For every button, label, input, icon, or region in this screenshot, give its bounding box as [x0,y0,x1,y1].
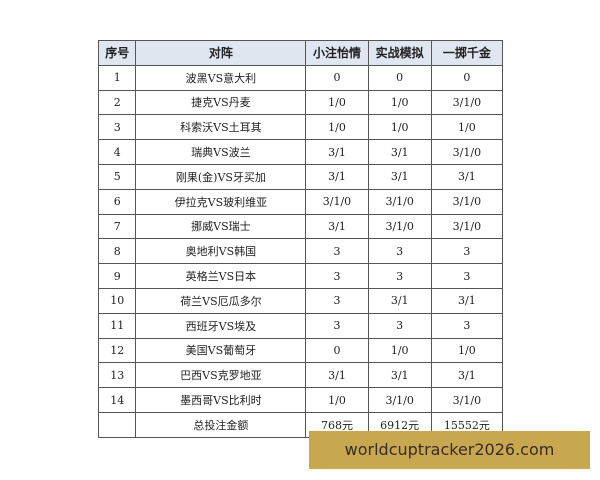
table-cell: 8 [97,238,137,265]
table-row: 13 巴西VS克罗地亚 3/1 3/1 3/1 [97,362,504,389]
table-cell: 3 [367,238,432,265]
table-cell: 3/1/0 [367,188,432,215]
table-cell: 3/1/0 [430,188,504,215]
table-cell: 3/1 [430,287,504,314]
table-cell: 波黑VS意大利 [135,64,307,91]
table-cell: 3 [305,263,369,289]
total-label: 总投注金额 [135,411,307,438]
table-cell: 伊拉克VS玻利维亚 [135,188,307,215]
table-cell: 3 [430,238,504,265]
table-cell: 1/0 [430,114,504,141]
table-cell: 0 [305,337,369,364]
table-cell: 2 [97,89,137,116]
table-cell: 英格兰VS日本 [135,263,307,289]
table-cell: 4 [97,139,137,165]
table-cell: 1/0 [305,387,369,413]
header-big: 一掷千金 [430,40,504,66]
table-cell: 1/0 [430,337,504,364]
table-cell: 3/1/0 [430,213,504,240]
table-cell: 3 [430,312,504,339]
table-cell: 美国VS葡萄牙 [135,337,307,364]
table-cell: 瑞典VS波兰 [135,139,307,165]
header-small: 小注怡情 [305,40,369,66]
table-cell: 墨西哥VS比利时 [135,387,307,413]
table-cell: 13 [97,362,137,389]
table-cell: 3/1 [430,362,504,389]
table-row: 14 墨西哥VS比利时 1/0 3/1/0 3/1/0 [97,387,504,413]
betting-table: 序号 对阵 小注怡情 实战模拟 一掷千金 1 波黑VS意大利 0 0 0 2 捷克VS丹麦 1… [97,40,504,438]
table-cell: 挪威VS瑞士 [135,213,307,240]
table-row: 9 英格兰VS日本 3 3 3 [97,263,504,289]
table-cell: 3/1 [367,163,432,190]
header-index: 序号 [97,40,137,66]
table-cell: 3/1/0 [367,213,432,240]
table-cell: 1/0 [367,114,432,141]
table-cell: 西班牙VS埃及 [135,312,307,339]
table-row: 4 瑞典VS波兰 3/1 3/1 3/1/0 [97,139,504,165]
header-practice: 实战模拟 [367,40,432,66]
table-cell: 10 [97,287,137,314]
table-cell: 0 [430,64,504,91]
table-cell: 3/1/0 [430,387,504,413]
table-cell: 奥地利VS韩国 [135,238,307,265]
table-cell: 14 [97,387,137,413]
table-row: 6 伊拉克VS玻利维亚 3/1/0 3/1/0 3/1/0 [97,188,504,215]
table-cell: 3/1 [367,287,432,314]
table-cell: 3 [305,287,369,314]
table-cell: 5 [97,163,137,190]
table-cell: 3/1/0 [367,387,432,413]
table-row: 5 刚果(金)VS牙买加 3/1 3/1 3/1 [97,163,504,190]
table-cell: 3 [305,312,369,339]
table-cell: 9 [97,263,137,289]
table-row: 3 科索沃VS土耳其 1/0 1/0 1/0 [97,114,504,141]
table-cell: 3/1/0 [430,139,504,165]
table-cell: 刚果(金)VS牙买加 [135,163,307,190]
table-cell: 荷兰VS厄瓜多尔 [135,287,307,314]
table-cell: 3 [305,238,369,265]
table-row: 10 荷兰VS厄瓜多尔 3 3/1 3/1 [97,287,504,314]
table-cell: 1 [97,64,137,91]
table-cell: 3/1 [305,139,369,165]
table-cell: 0 [367,64,432,91]
table-cell: 3 [367,312,432,339]
table-row: 7 挪威VS瑞士 3/1 3/1/0 3/1/0 [97,213,504,240]
watermark: worldcuptracker2026.com [309,431,590,469]
table-cell: 1/0 [367,89,432,116]
table-cell: 3 [430,263,504,289]
table-cell: 捷克VS丹麦 [135,89,307,116]
table-cell: 3/1 [367,362,432,389]
table-cell: 0 [305,64,369,91]
table-cell: 6 [97,188,137,215]
table-row: 1 波黑VS意大利 0 0 0 [97,64,504,91]
header-row: 序号 对阵 小注怡情 实战模拟 一掷千金 [97,40,504,66]
table-row: 2 捷克VS丹麦 1/0 1/0 3/1/0 [97,89,504,116]
table-cell: 1/0 [367,337,432,364]
table-cell: 3/1/0 [430,89,504,116]
table-cell: 3 [97,114,137,141]
table-cell: 1/0 [305,89,369,116]
table-cell: 12 [97,337,137,364]
table-cell: 3/1 [305,213,369,240]
table-cell: 3/1 [367,139,432,165]
header-match: 对阵 [135,40,307,66]
table-cell: 巴西VS克罗地亚 [135,362,307,389]
table-cell: 3/1 [305,163,369,190]
table-cell: 科索沃VS土耳其 [135,114,307,141]
table-row: 11 西班牙VS埃及 3 3 3 [97,312,504,339]
table-cell: 3/1 [430,163,504,190]
table-cell: 11 [97,312,137,339]
table-row: 12 美国VS葡萄牙 0 1/0 1/0 [97,337,504,364]
table-cell: 1/0 [305,114,369,141]
table-cell: 3/1/0 [305,188,369,215]
table-cell: 3/1 [305,362,369,389]
table-cell: 7 [97,213,137,240]
table-row: 8 奥地利VS韩国 3 3 3 [97,238,504,265]
table-cell [97,411,137,438]
table-cell: 3 [367,263,432,289]
